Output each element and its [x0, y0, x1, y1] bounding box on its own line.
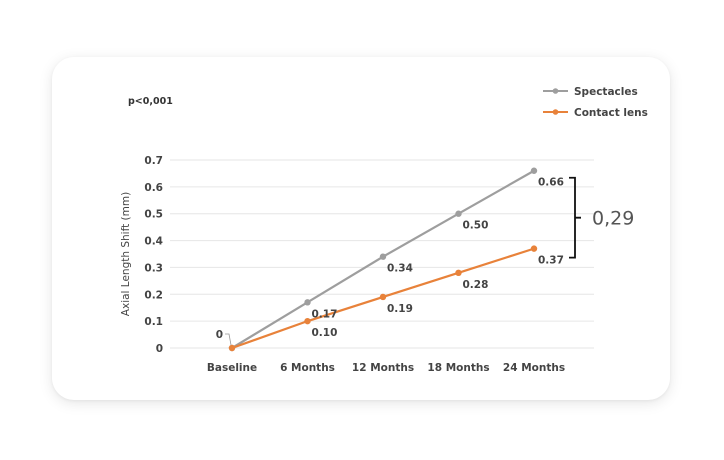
series-group: [228, 167, 538, 352]
y-tick-label: 0.7: [144, 155, 163, 167]
baseline-leader: [225, 333, 232, 346]
data-label: 0.66: [538, 177, 564, 189]
line-chart: 0 0.1 0.2 0.3 0.4 0.5 0.6 0.7 Axial Length Shift…: [120, 86, 648, 374]
legend-label: Spectacles: [574, 86, 638, 98]
data-point: [228, 344, 236, 352]
y-axis-title: Axial Length Shift (mm): [120, 192, 132, 316]
data-label: 0.10: [312, 327, 338, 339]
data-point: [530, 167, 538, 174]
x-tick-label: 12 Months: [352, 362, 414, 374]
y-tick-label: 0.4: [144, 236, 163, 248]
p-value-annotation: p<0,001: [128, 96, 173, 107]
chart-card: 0 0.1 0.2 0.3 0.4 0.5 0.6 0.7 Axial Length Shift…: [52, 57, 670, 400]
data-labels: 0.17 0.34 0.50 0.66 0.10 0.19 0.28 0.37 0: [216, 177, 564, 346]
legend-marker: [552, 88, 559, 94]
legend: Spectacles Contact lens: [543, 86, 648, 119]
data-label: 0.37: [538, 255, 564, 267]
data-label: 0.50: [463, 220, 489, 232]
data-label: 0.17: [312, 308, 338, 320]
y-tick-label: 0.1: [144, 316, 163, 328]
annotations: p<0,001 0,29: [128, 96, 634, 259]
data-label: 0.28: [463, 279, 489, 291]
data-point: [455, 269, 462, 276]
y-tick-label: 0.6: [144, 182, 163, 194]
x-tick-label: 24 Months: [503, 362, 565, 374]
y-tick-label: 0.3: [144, 262, 163, 274]
data-point: [455, 210, 462, 217]
data-point: [379, 293, 387, 301]
x-axis: Baseline 6 Months 12 Months 18 Months 24 Mon…: [207, 362, 565, 374]
data-point: [304, 299, 311, 306]
y-axis: 0 0.1 0.2 0.3 0.4 0.5 0.6 0.7 Axial Length Shift…: [120, 155, 163, 355]
x-tick-label: 18 Months: [427, 362, 489, 374]
data-point: [530, 245, 538, 252]
data-label: 0.34: [387, 263, 413, 275]
legend-label: Contact lens: [574, 107, 648, 119]
y-tick-label: 0: [156, 343, 163, 355]
difference-bracket: [569, 176, 581, 259]
y-tick-label: 0.5: [144, 209, 163, 221]
x-tick-label: 6 Months: [280, 362, 335, 374]
data-label: 0.19: [387, 303, 413, 315]
difference-label: 0,29: [592, 208, 634, 230]
data-point: [379, 253, 387, 260]
legend-marker: [552, 109, 559, 115]
x-tick-label: Baseline: [207, 362, 257, 374]
baseline-label: 0: [216, 329, 223, 341]
y-tick-label: 0.2: [144, 289, 163, 301]
data-point: [304, 317, 311, 325]
